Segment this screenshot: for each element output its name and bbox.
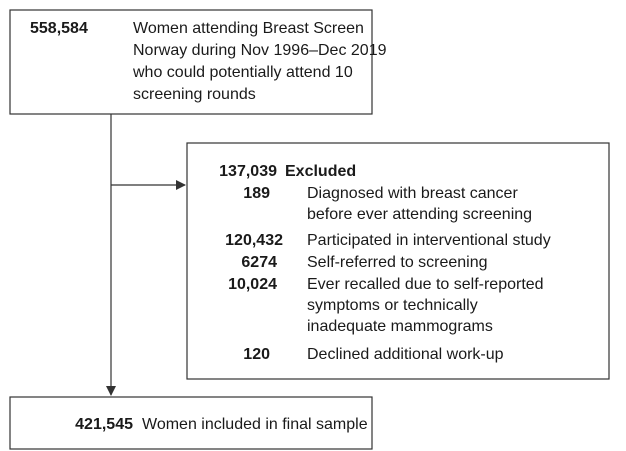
source-line: who could potentially attend 10: [132, 64, 353, 81]
source-count: 558,584: [30, 20, 88, 37]
excluded-box: [186, 142, 610, 380]
source-box: [9, 9, 373, 115]
source-line: Norway during Nov 1996–Dec 2019: [133, 42, 387, 59]
item-count: 6274: [241, 254, 277, 271]
item-count: 10,024: [228, 276, 277, 293]
item-count: 120: [243, 346, 270, 363]
item-line: symptoms or technically: [307, 297, 478, 314]
included-label: Women included in final sample: [142, 416, 368, 433]
item-line: Ever recalled due to self-reported: [307, 276, 544, 293]
item-count: 120,432: [225, 232, 283, 249]
excluded-count: 137,039: [219, 163, 277, 180]
included-box: [9, 396, 373, 450]
item-count: 189: [243, 185, 270, 202]
item-line: Self-referred to screening: [307, 254, 488, 271]
excluded-label: Excluded: [285, 163, 356, 180]
source-line: screening rounds: [133, 86, 256, 103]
source-line: Women attending Breast Screen: [133, 20, 364, 37]
item-line: Diagnosed with breast cancer: [307, 185, 518, 202]
included-count: 421,545: [75, 416, 133, 433]
item-line: Declined additional work-up: [307, 346, 504, 363]
item-line: before ever attending screening: [307, 206, 532, 223]
item-line: inadequate mammograms: [307, 318, 493, 335]
item-line: Participated in interventional study: [307, 232, 551, 249]
